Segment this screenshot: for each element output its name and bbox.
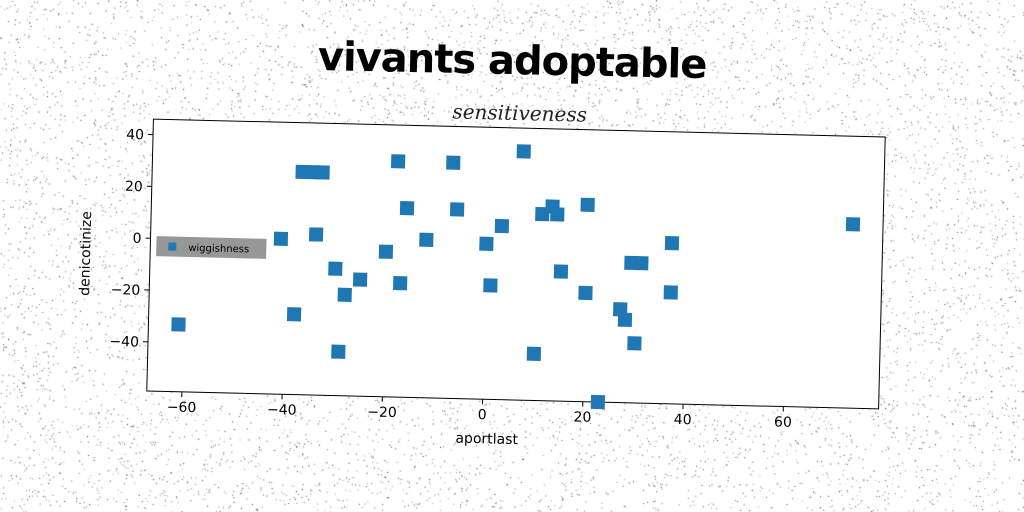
data-point [308,227,324,242]
y-axis-label: denicotinize [77,211,95,296]
data-point [171,317,186,332]
data-point [286,307,302,322]
data-point [550,207,565,222]
data-point [617,312,633,327]
x-tick-label: −60 [167,400,197,417]
legend-marker [168,242,177,251]
x-tick-label: 0 [478,407,487,423]
plot-frame [146,118,886,410]
data-point [315,165,330,180]
x-tick-label: 20 [573,409,591,425]
data-point [331,344,346,359]
data-point [526,346,542,362]
data-point [494,218,510,234]
data-point [273,231,289,246]
x-tick-label: 40 [674,412,692,428]
x-axis-label: aportlast [455,431,518,449]
legend: wiggishness [156,236,267,259]
data-point [328,261,343,276]
data-point [399,201,415,216]
data-point [590,394,606,410]
legend-box [156,236,267,259]
y-tick-label: −40 [109,334,139,351]
chart-title: sensitiveness [452,99,587,126]
data-point [449,202,465,217]
data-point [483,278,498,293]
x-tick-label: −40 [267,402,297,419]
x-tick-label: −20 [367,404,397,421]
data-point [664,236,680,251]
data-point [634,256,649,271]
legend-label: wiggishness [188,243,249,255]
data-points [171,144,861,410]
data-point [845,217,861,232]
data-point [352,272,368,287]
data-point [390,154,406,169]
axis-ticks: −60 −40 −20 0 20 40 60 40 20 0 −20 −40 [109,127,792,431]
data-point [580,197,595,213]
data-point [337,287,352,302]
data-point [516,144,531,159]
data-point [578,285,593,301]
data-point [393,276,408,291]
data-point [419,232,434,247]
data-point [378,244,394,259]
data-point [553,264,569,279]
y-tick-label: 0 [132,231,141,247]
x-tick-label: 60 [774,414,792,430]
y-tick-label: 40 [126,127,144,143]
y-tick-label: 20 [125,179,143,195]
data-point [479,236,494,252]
y-tick-label: −20 [110,282,140,299]
data-point [663,285,678,300]
plot-area: sensitiveness −60 −40 −20 0 20 40 60 40 20 0 −20 −4… [77,99,886,449]
data-point [627,336,642,351]
data-point [446,155,461,170]
